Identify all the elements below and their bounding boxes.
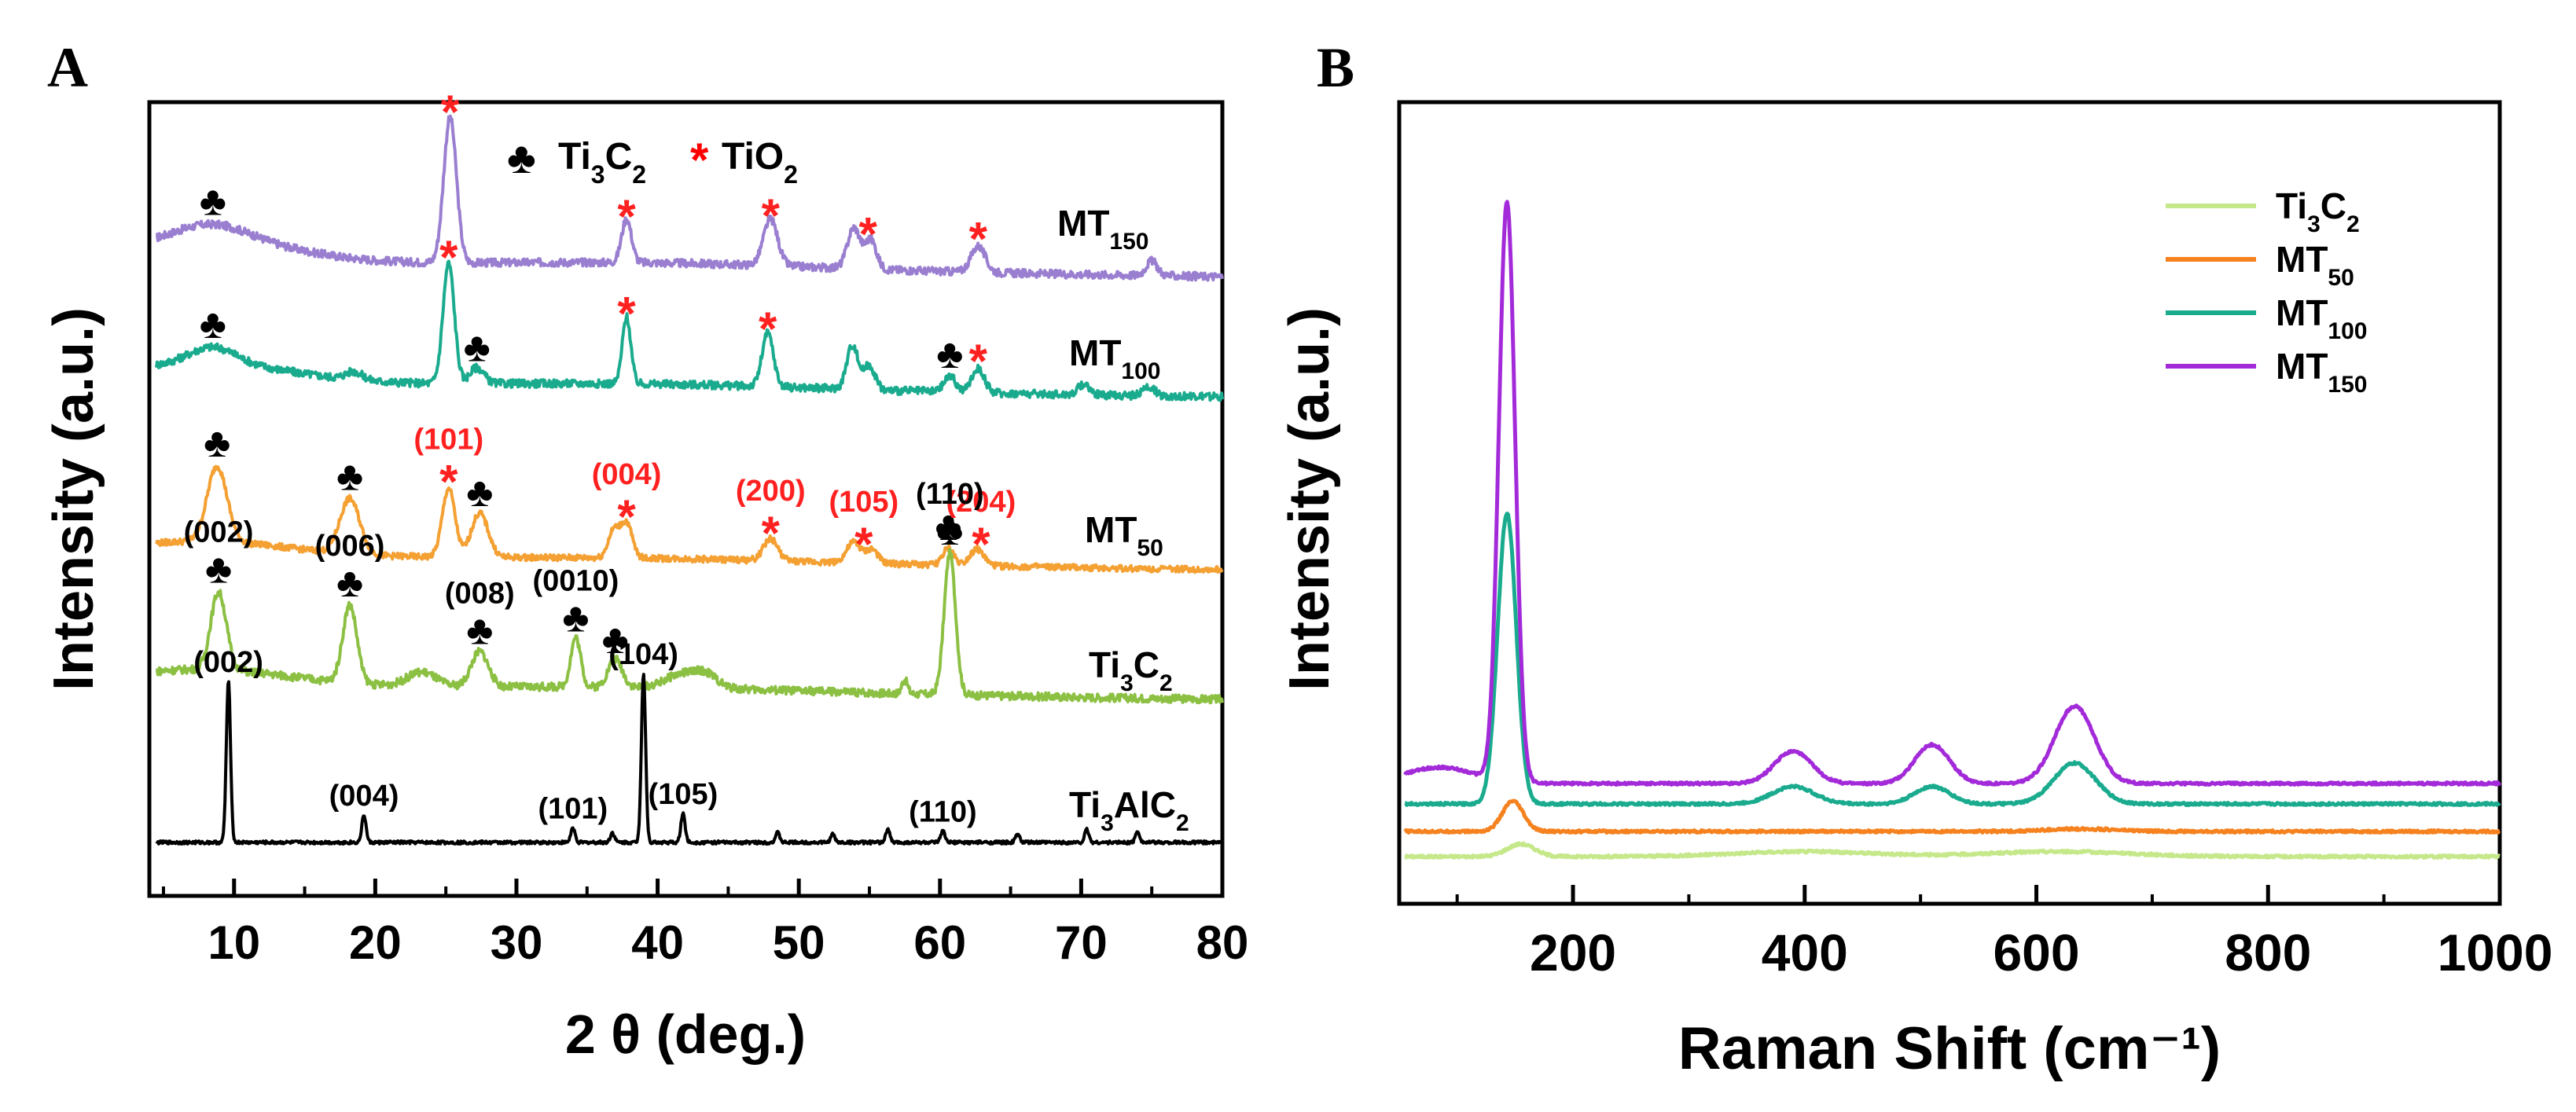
legend-label: MT50 xyxy=(2276,239,2354,291)
peak-index-label: (105) xyxy=(829,486,898,519)
ti3c2-marker: ♣ xyxy=(936,332,963,377)
peak-index-label: (006) xyxy=(315,530,385,563)
xrd-x-ticks: 10 20 30 40 50 60 70 80 xyxy=(161,879,1249,969)
ti3c2-marker: ♣ xyxy=(205,546,232,592)
legend-label: MT100 xyxy=(2276,292,2367,344)
peak-index-label: (004) xyxy=(329,780,399,813)
xrd-series-label: Ti3C2 xyxy=(1089,644,1173,696)
xrd-series-line xyxy=(155,673,1224,846)
xrd-series-line xyxy=(155,464,1224,574)
peak-index-label: (200) xyxy=(736,475,806,508)
ti3c2-marker: ♣ xyxy=(336,560,363,606)
raman-series-line xyxy=(1403,200,2502,787)
tio2-marker: * xyxy=(854,518,873,571)
xrd-series xyxy=(155,114,1224,846)
xrd-panel: 10 20 30 40 50 60 70 80 ♣** * * *♣*♣* * ♣ *♣♣ *(101)♣ *… xyxy=(42,86,1248,1065)
raman-tick-label: 800 xyxy=(2225,923,2311,982)
xrd-series-line xyxy=(155,114,1224,282)
tio2-marker: * xyxy=(762,507,781,560)
peak-index-label: (204) xyxy=(946,486,1016,519)
ti3c2-marker: ♣ xyxy=(464,325,491,370)
ti3c2-marker: ♣ xyxy=(935,504,962,549)
peak-index-label: (110) xyxy=(916,478,984,511)
ti3c2-marker: ♣ xyxy=(466,608,493,654)
xrd-series-line xyxy=(155,259,1224,402)
peak-index-label: (105) xyxy=(649,778,718,811)
xrd-series-label: MT50 xyxy=(1085,509,1163,561)
xrd-tick-label: 20 xyxy=(349,916,402,969)
peak-index-label: (110) xyxy=(909,796,977,829)
tio2-marker: * xyxy=(972,518,990,571)
tio2-marker: * xyxy=(617,190,636,243)
raman-x-axis-title: Raman Shift (cm⁻¹) xyxy=(1678,1015,2221,1082)
legend-ti3c2-label: Ti3C2 xyxy=(558,136,646,189)
ti3c2-marker: ♣ xyxy=(200,302,226,347)
ti3c2-marker: ♣ xyxy=(204,420,230,466)
xrd-series-label: MT150 xyxy=(1057,203,1148,255)
ti3c2-marker: ♣ xyxy=(602,617,629,662)
xrd-tick-label: 60 xyxy=(913,916,966,969)
raman-tick-label: 1000 xyxy=(2438,923,2553,982)
raman-series-line xyxy=(1404,841,2501,860)
tio2-marker: * xyxy=(617,490,636,543)
raman-y-axis-title: Intensity (a.u.) xyxy=(1278,307,1341,691)
peak-index-label: (101) xyxy=(413,423,483,456)
panel-label-a: A xyxy=(47,36,88,99)
peak-index-label: (101) xyxy=(538,793,608,826)
tio2-marker: * xyxy=(617,287,636,339)
tio2-marker: * xyxy=(439,455,458,508)
xrd-legend: ♣ Ti3C2 * TiO2 xyxy=(507,133,798,189)
xrd-tick-label: 80 xyxy=(1196,916,1249,969)
tio2-marker: * xyxy=(969,212,988,265)
raman-plot-frame xyxy=(1397,100,2502,906)
xrd-series-label: MT100 xyxy=(1069,332,1160,384)
tio2-marker: * xyxy=(969,335,988,387)
xrd-plot-frame xyxy=(147,100,1225,898)
xrd-tick-label: 50 xyxy=(773,916,825,969)
legend-tio2-label: TiO2 xyxy=(722,136,798,189)
ti3c2-marker: ♣ xyxy=(936,508,963,554)
legend-club-symbol: ♣ xyxy=(507,133,536,182)
peak-index-label: (004) xyxy=(592,458,662,491)
tio2-marker: * xyxy=(762,189,781,242)
tio2-marker: * xyxy=(441,86,460,138)
xrd-tick-label: 10 xyxy=(208,916,260,969)
legend-label: Ti3C2 xyxy=(2276,185,2360,237)
xrd-x-axis-title: 2 θ (deg.) xyxy=(565,1004,806,1065)
xrd-annotations: ♣** * * *♣*♣* * ♣ *♣♣ *(101)♣ *(004)*(200)*(105)… xyxy=(184,86,1016,829)
peak-index-label: (0010) xyxy=(532,565,619,598)
raman-series xyxy=(1403,200,2502,860)
peak-index-label: (002) xyxy=(184,516,254,549)
raman-series-line xyxy=(1403,798,2501,835)
xrd-series-labels: MT150 MT100 MT50 Ti3C2 Ti3AlC2 xyxy=(1057,203,1189,836)
tio2-marker: * xyxy=(439,231,458,284)
xrd-tick-label: 40 xyxy=(631,916,684,969)
xrd-tick-label: 70 xyxy=(1055,916,1108,969)
ti3c2-marker: ♣ xyxy=(466,470,493,516)
xrd-series-line xyxy=(155,548,1224,705)
legend-star-symbol: * xyxy=(690,134,709,186)
xrd-series-label: Ti3AlC2 xyxy=(1069,784,1189,836)
raman-series-line xyxy=(1404,512,2501,807)
ti3c2-marker: ♣ xyxy=(336,453,363,499)
legend-label: MT150 xyxy=(2276,346,2367,398)
ti3c2-marker: ♣ xyxy=(562,596,589,641)
panel-label-b: B xyxy=(1317,36,1354,99)
peak-index-label: (104) xyxy=(608,638,678,671)
xrd-y-axis-title: Intensity (a.u.) xyxy=(42,307,105,691)
peak-index-label: (002) xyxy=(193,646,263,679)
ti3c2-marker: ♣ xyxy=(200,179,226,225)
peak-index-label: (008) xyxy=(445,578,515,611)
raman-x-ticks: 200 400 600 800 1000 xyxy=(1455,885,2553,982)
xrd-tick-label: 30 xyxy=(491,916,543,969)
raman-tick-label: 600 xyxy=(1993,923,2079,982)
tio2-marker: * xyxy=(759,303,777,355)
tio2-marker: * xyxy=(859,208,878,261)
raman-tick-label: 400 xyxy=(1762,923,1848,982)
raman-tick-label: 200 xyxy=(1530,923,1616,982)
